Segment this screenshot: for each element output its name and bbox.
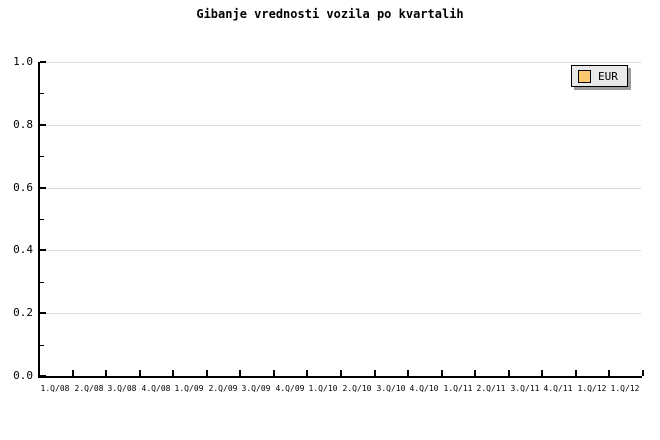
gridline-0.8 bbox=[40, 125, 641, 126]
y-tick-label-0.6: 0.6 bbox=[13, 181, 33, 194]
x-tick-label-6: 2.Q/09 bbox=[208, 384, 238, 393]
legend-label: EUR bbox=[598, 69, 618, 83]
x-tick-label-10: 2.Q/10 bbox=[342, 384, 372, 393]
x-tick bbox=[407, 370, 409, 376]
x-tick-label-5: 1.Q/09 bbox=[174, 384, 204, 393]
x-tick bbox=[340, 370, 342, 376]
x-axis-line bbox=[38, 376, 642, 378]
y-tick-major-0.2 bbox=[40, 312, 46, 314]
x-tick-label-14: 2.Q/11 bbox=[476, 384, 506, 393]
gridline-1.0 bbox=[40, 62, 641, 63]
x-tick bbox=[541, 370, 543, 376]
x-tick-label-17: 1.Q/12 bbox=[577, 384, 607, 393]
x-tick bbox=[575, 370, 577, 376]
y-tick-minor bbox=[40, 345, 44, 346]
x-tick bbox=[508, 370, 510, 376]
x-tick bbox=[139, 370, 141, 376]
x-tick bbox=[72, 370, 74, 376]
gridline-0.4 bbox=[40, 250, 641, 251]
y-tick-minor bbox=[40, 156, 44, 157]
x-tick-label-18: 1.Q/12 bbox=[610, 384, 640, 393]
gridline-0.2 bbox=[40, 313, 641, 314]
y-tick-major-0.6 bbox=[40, 187, 46, 189]
y-tick-major-0.8 bbox=[40, 124, 46, 126]
y-tick-minor bbox=[40, 282, 44, 283]
x-tick bbox=[474, 370, 476, 376]
x-tick-label-7: 3.Q/09 bbox=[241, 384, 271, 393]
y-tick-label-1.0: 1.0 bbox=[13, 55, 33, 68]
chart-title: Gibanje vrednosti vozila po kvartalih bbox=[196, 7, 464, 21]
x-tick bbox=[306, 370, 308, 376]
x-tick-label-13: 1.Q/11 bbox=[443, 384, 473, 393]
x-tick-label-12: 4.Q/10 bbox=[409, 384, 439, 393]
y-tick-major-0.0 bbox=[40, 375, 46, 377]
y-tick-label-0.4: 0.4 bbox=[13, 243, 33, 256]
gridline-0.6 bbox=[40, 188, 641, 189]
x-tick bbox=[374, 370, 376, 376]
x-tick-label-2: 2.Q/08 bbox=[74, 384, 104, 393]
y-axis-line bbox=[38, 62, 40, 378]
y-tick-major-0.4 bbox=[40, 249, 46, 251]
x-tick-label-9: 1.Q/10 bbox=[308, 384, 338, 393]
y-tick-label-0.8: 0.8 bbox=[13, 118, 33, 131]
legend: EUR bbox=[571, 65, 628, 87]
x-tick bbox=[206, 370, 208, 376]
x-tick bbox=[239, 370, 241, 376]
x-tick bbox=[172, 370, 174, 376]
x-tick bbox=[441, 370, 443, 376]
y-tick-major-1.0 bbox=[40, 61, 46, 63]
y-tick-minor bbox=[40, 219, 44, 220]
x-tick-label-16: 4.Q/11 bbox=[543, 384, 573, 393]
y-tick-label-0.0: 0.0 bbox=[13, 369, 33, 382]
x-tick-label-11: 3.Q/10 bbox=[376, 384, 406, 393]
x-tick bbox=[608, 370, 610, 376]
x-tick-label-15: 3.Q/11 bbox=[510, 384, 540, 393]
y-tick-label-0.2: 0.2 bbox=[13, 306, 33, 319]
x-tick-label-8: 4.Q/09 bbox=[275, 384, 305, 393]
x-tick-label-3: 3.Q/08 bbox=[107, 384, 137, 393]
x-tick-label-1: 1.Q/08 bbox=[40, 384, 70, 393]
x-tick bbox=[273, 370, 275, 376]
x-tick bbox=[105, 370, 107, 376]
legend-swatch-eur bbox=[578, 69, 591, 83]
x-tick-label-4: 4.Q/08 bbox=[141, 384, 171, 393]
y-tick-minor bbox=[40, 93, 44, 94]
x-tick bbox=[642, 370, 644, 376]
